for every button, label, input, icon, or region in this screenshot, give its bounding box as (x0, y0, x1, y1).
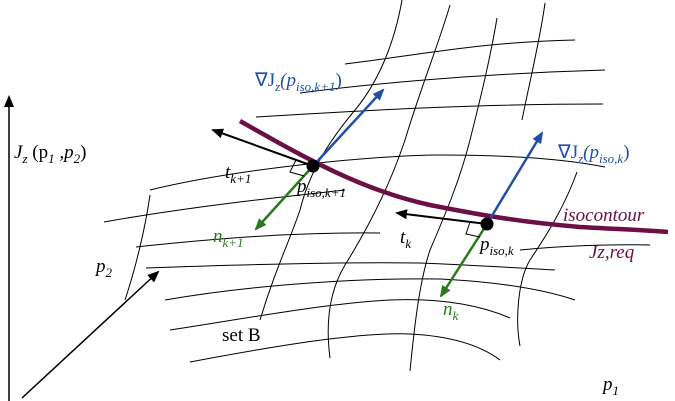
grid-line-h8 (164, 278, 576, 301)
right-angle-k1 (289, 159, 305, 177)
piso-k-label: piso,k (478, 234, 514, 258)
grid-line-v4 (521, 2, 546, 121)
p1-label: p1 (601, 374, 619, 398)
normal-k-label: nk (443, 299, 459, 323)
grid-line-v5 (517, 171, 578, 347)
gradient-k1-arrow (312, 88, 385, 167)
normal-k1-arrow (254, 165, 314, 231)
vertical-axis-label: Jz (p1 ,p2) (14, 142, 86, 166)
grid-line-h4 (149, 154, 606, 191)
p2-label: p2 (94, 256, 113, 280)
tangent-k1-label: tk+1 (225, 162, 251, 186)
gradient-k-label: ∇Jz(piso,k) (557, 142, 630, 166)
set-b-label: set B (222, 325, 261, 346)
grid-line-h7 (145, 262, 556, 271)
grid-line-h3 (255, 103, 604, 118)
right-angle-k (465, 221, 481, 238)
normal-k-arrow (439, 223, 489, 298)
isocontour-label: isocontour (563, 205, 645, 226)
grid-line-v3 (409, 17, 498, 372)
point-piso-k (480, 217, 494, 231)
grid-line-h1 (344, 39, 576, 65)
grid-line-h11 (519, 244, 651, 251)
grid-line-h6 (135, 232, 381, 248)
jzreq-label: Jz,req (589, 242, 635, 263)
grid-line-v6 (124, 194, 151, 301)
tangent-k-arrow (395, 209, 488, 225)
grid-line-h5 (103, 189, 346, 223)
gradient-k-arrow (485, 131, 544, 225)
grid-line-h9 (169, 299, 511, 331)
grid-line-h10 (189, 333, 501, 363)
tangent-k-label: tk (400, 227, 411, 251)
grid-line-v1 (259, 0, 403, 321)
tangent-k1-arrow (211, 128, 314, 167)
point-piso-k1 (306, 159, 320, 173)
gradient-k1-label: ∇Jz(piso,k+1) (254, 70, 342, 94)
normal-k1-label: nk+1 (213, 226, 244, 250)
piso-k1-label: piso,k+1 (295, 176, 346, 200)
parameter-grid (103, 0, 651, 372)
grid-line-h2 (299, 69, 606, 94)
p2-axis (21, 270, 160, 399)
